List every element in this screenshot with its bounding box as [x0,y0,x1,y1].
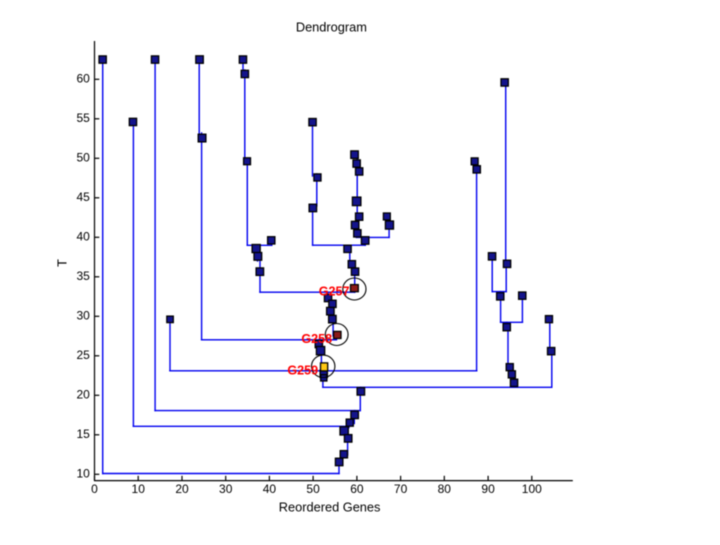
svg-text:15: 15 [76,427,90,441]
svg-text:20: 20 [175,482,189,496]
svg-text:Reordered Genes: Reordered Genes [279,499,381,514]
svg-text:10: 10 [76,467,90,481]
svg-text:G259: G259 [287,364,318,378]
svg-text:0: 0 [91,482,98,496]
svg-text:40: 40 [263,482,277,496]
svg-text:T: T [55,259,70,267]
svg-text:25: 25 [76,348,90,362]
svg-text:50: 50 [76,151,90,165]
svg-text:50: 50 [306,482,320,496]
svg-text:30: 30 [219,482,233,496]
svg-text:60: 60 [76,72,90,86]
svg-text:55: 55 [76,111,90,125]
svg-text:80: 80 [438,482,452,496]
svg-text:40: 40 [76,230,90,244]
svg-text:70: 70 [394,482,408,496]
svg-text:100: 100 [522,482,542,496]
svg-text:90: 90 [481,482,495,496]
svg-text:10: 10 [132,482,146,496]
svg-text:G257: G257 [319,284,350,298]
svg-text:20: 20 [76,388,90,402]
svg-text:30: 30 [76,309,90,323]
svg-text:35: 35 [76,269,90,283]
svg-text:G258: G258 [301,332,332,346]
svg-text:45: 45 [76,190,90,204]
svg-text:Dendrogram: Dendrogram [296,19,367,34]
svg-text:60: 60 [350,482,364,496]
